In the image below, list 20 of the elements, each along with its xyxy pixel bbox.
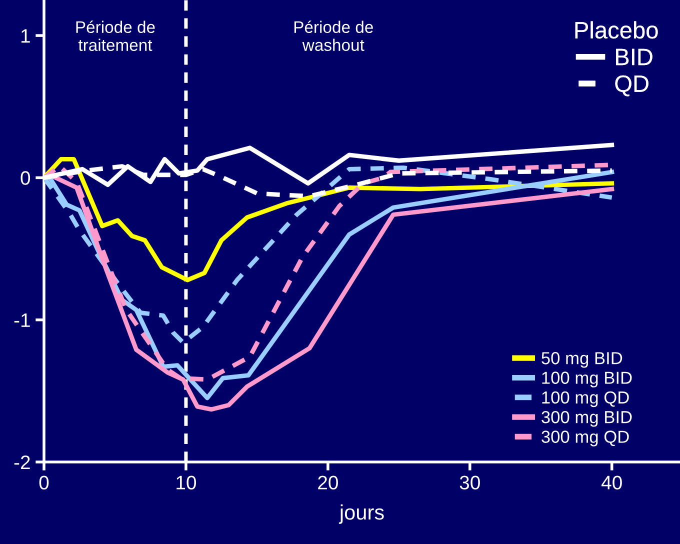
- annotation: Période de washout: [294, 20, 373, 51]
- legend-label: QD: [615, 75, 648, 96]
- legend-label: 300 mg BID: [542, 410, 632, 427]
- y-tick-label: 0: [20, 171, 30, 185]
- x-tick-label: 10: [176, 476, 196, 490]
- x-tick-label: 20: [318, 476, 338, 490]
- x-axis-title: jours: [338, 504, 384, 524]
- annotation: Période de traitement: [76, 20, 155, 51]
- legend-title: Placebo: [575, 21, 658, 39]
- legend-label: 100 mg BID: [542, 372, 632, 388]
- y-tick-label: -1: [14, 314, 30, 327]
- legend-label: BID: [616, 48, 652, 66]
- x-tick-label: 30: [460, 476, 480, 490]
- legend-label: 50 mg BID: [542, 352, 622, 368]
- legend-label: 100 mg QD: [542, 391, 629, 408]
- legend-label: 300 mg QD: [542, 430, 629, 446]
- x-tick-label: 0: [39, 476, 49, 490]
- y-tick-label: -2: [14, 455, 30, 470]
- x-tick-label: 40: [601, 476, 622, 490]
- y-tick-label: 1: [21, 29, 30, 43]
